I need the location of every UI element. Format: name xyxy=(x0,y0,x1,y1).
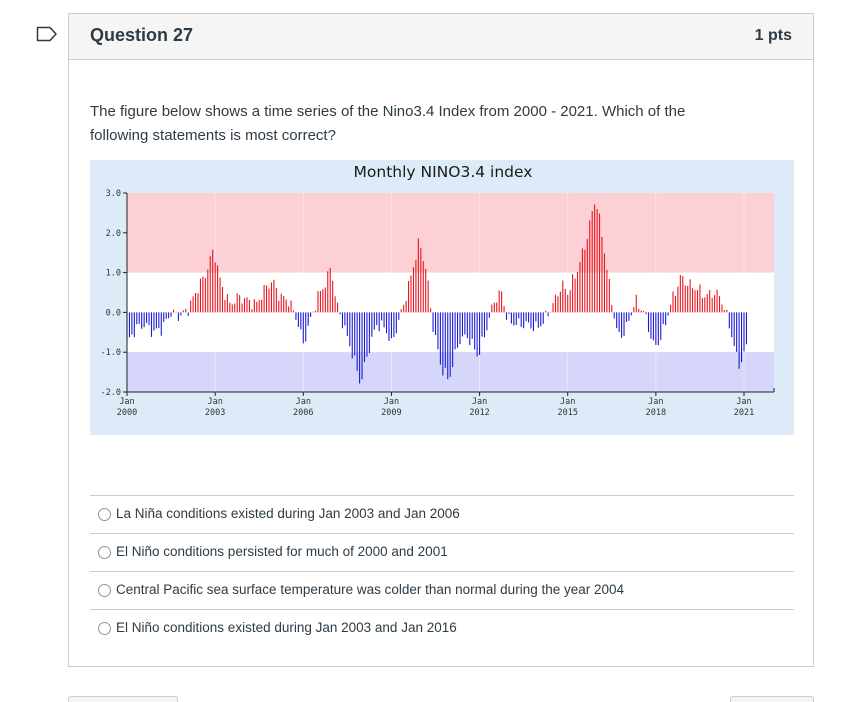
question-card: Question 27 1 pts The figure below shows… xyxy=(68,13,814,667)
question-header: Question 27 1 pts xyxy=(69,14,813,60)
chart-svg: 3.02.01.00.0-1.0-2.0Jan2000Jan2003Jan200… xyxy=(101,163,775,418)
y-tick-label: 0.0 xyxy=(106,308,121,318)
question-points: 1 pts xyxy=(754,27,792,44)
x-tick-label-year: 2009 xyxy=(381,408,401,418)
previous-button[interactable] xyxy=(68,696,178,702)
answer-label: El Niño conditions persisted for much of… xyxy=(116,544,448,559)
answer-label: La Niña conditions existed during Jan 20… xyxy=(116,506,460,521)
answer-label: Central Pacific sea surface temperature … xyxy=(116,582,625,597)
x-tick-label-year: 2015 xyxy=(557,408,577,418)
y-tick-label: -1.0 xyxy=(101,348,121,358)
nino34-chart: 3.0 2.0 1.0 0.0 -1.0 -2.0 Jan 2000 Jan 2003 Jan 200… xyxy=(90,160,794,435)
bookmark-flag-icon[interactable] xyxy=(36,26,58,42)
radio-button[interactable] xyxy=(98,508,111,521)
y-tick-label: 3.0 xyxy=(106,189,121,199)
x-tick-label-month: Jan xyxy=(207,397,222,407)
radio-button[interactable] xyxy=(98,584,111,597)
x-tick-label-month: Jan xyxy=(560,397,575,407)
answer-option[interactable]: Central Pacific sea surface temperature … xyxy=(90,571,794,609)
x-tick-label-month: Jan xyxy=(384,397,399,407)
x-tick-label-year: 2006 xyxy=(293,408,313,418)
x-tick-label-month: Jan xyxy=(119,397,134,407)
question-title: Question 27 xyxy=(90,25,194,45)
radio-button[interactable] xyxy=(98,546,111,559)
radio-button[interactable] xyxy=(98,622,111,635)
chart-title: Monthly NINO3.4 index xyxy=(354,163,533,181)
el-nino-band xyxy=(127,193,774,273)
answer-label: El Niño conditions existed during Jan 20… xyxy=(116,620,457,635)
answer-option[interactable]: La Niña conditions existed during Jan 20… xyxy=(90,495,794,533)
x-tick-label-month: Jan xyxy=(472,397,487,407)
answer-list: La Niña conditions existed during Jan 20… xyxy=(90,495,794,647)
next-button[interactable] xyxy=(730,696,814,702)
x-tick-label-month: Jan xyxy=(736,397,751,407)
y-tick-label: 1.0 xyxy=(106,269,121,279)
answer-option[interactable]: El Niño conditions persisted for much of… xyxy=(90,533,794,571)
x-tick-label-year: 2021 xyxy=(734,408,754,418)
question-text: The figure below shows a time series of … xyxy=(90,103,686,144)
x-tick-label-month: Jan xyxy=(648,397,663,407)
answer-option[interactable]: El Niño conditions existed during Jan 20… xyxy=(90,609,794,647)
y-tick-label: 2.0 xyxy=(106,229,121,239)
x-tick-label-month: Jan xyxy=(296,397,311,407)
x-tick-label-year: 2018 xyxy=(646,408,666,418)
x-tick-label-year: 2003 xyxy=(205,408,225,418)
y-tick-label: -2.0 xyxy=(101,388,121,398)
x-tick-label-year: 2000 xyxy=(117,408,137,418)
x-tick-label-year: 2012 xyxy=(469,408,489,418)
